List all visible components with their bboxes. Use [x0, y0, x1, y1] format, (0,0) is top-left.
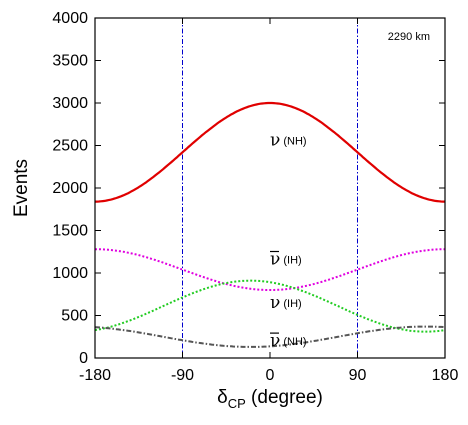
- x-tick-label: 90: [349, 367, 367, 384]
- series-label-symbol: ν: [270, 293, 280, 313]
- x-tick-label: -180: [79, 367, 111, 384]
- series-line-nu-nh: [95, 101, 445, 203]
- y-tick-label: 3500: [52, 53, 88, 70]
- series-line-nu-ih: [94, 279, 446, 333]
- y-axis-title: Events: [11, 159, 32, 217]
- annotation-distance: 2290 km: [388, 31, 430, 43]
- y-tick-label: 2000: [52, 180, 88, 197]
- series-label-tag: (NH): [283, 136, 306, 148]
- series-label-tag: (IH): [283, 298, 301, 310]
- series-label-nu-ih: ν (IH): [270, 293, 302, 313]
- series-label-symbol: ν: [270, 131, 280, 151]
- series-label-nubar-ih: ν (IH): [270, 250, 302, 270]
- series-label-nu-nh: ν (NH): [270, 131, 307, 151]
- x-tick-label: -90: [171, 367, 194, 384]
- y-tick-label: 0: [79, 350, 88, 367]
- y-tick-label: 2500: [52, 138, 88, 155]
- series-label-tag: (IH): [283, 255, 301, 267]
- y-tick-label: 1000: [52, 265, 88, 282]
- x-axis-title-subscript: CP: [228, 396, 246, 411]
- series-line-nubar-nh: [94, 325, 446, 348]
- series-line-nubar-ih: [95, 248, 445, 291]
- x-axis-title: δCP (degree): [217, 387, 323, 411]
- y-tick-label: 500: [61, 308, 88, 325]
- x-axis-title-symbol: δ: [217, 387, 228, 408]
- x-tick-label: 180: [432, 367, 459, 384]
- x-axis-title-rest: (degree): [246, 387, 323, 408]
- series-label-tag: (NH): [283, 336, 306, 348]
- x-tick-label: 0: [266, 367, 275, 384]
- series-label-symbol: ν: [270, 250, 280, 270]
- series-label-symbol: ν: [270, 331, 280, 351]
- y-tick-label: 1500: [52, 223, 88, 240]
- series-label-nubar-nh: ν (NH): [270, 331, 307, 351]
- y-tick-label: 3000: [52, 95, 88, 112]
- y-tick-label: 4000: [52, 10, 88, 27]
